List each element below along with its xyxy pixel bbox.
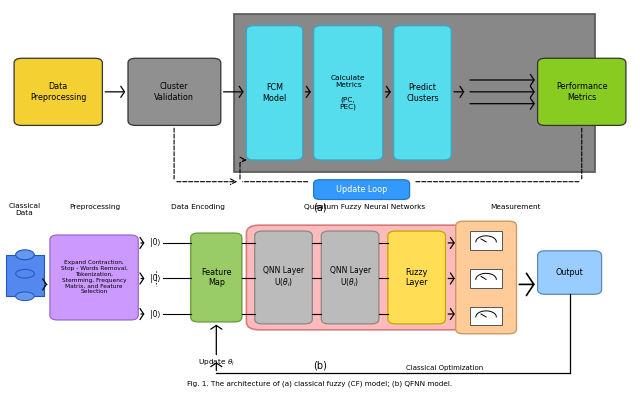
FancyBboxPatch shape <box>314 180 410 199</box>
Text: Expand Contraction,
Stop - Words Removal,
Tokenization,
Stemming, Frequency
Matr: Expand Contraction, Stop - Words Removal… <box>61 260 127 295</box>
Text: (b): (b) <box>313 360 327 371</box>
FancyBboxPatch shape <box>128 58 221 126</box>
FancyBboxPatch shape <box>191 233 242 322</box>
Text: Measurement: Measurement <box>490 204 540 211</box>
Text: QNN Layer
U($\theta_i$): QNN Layer U($\theta_i$) <box>263 266 304 289</box>
Text: Cluster
Validation: Cluster Validation <box>154 82 194 102</box>
Text: Feature
Map: Feature Map <box>201 268 232 287</box>
FancyBboxPatch shape <box>246 225 477 330</box>
FancyBboxPatch shape <box>14 58 102 126</box>
FancyBboxPatch shape <box>394 26 451 160</box>
Bar <box>470 231 502 250</box>
Text: |0⟩: |0⟩ <box>150 274 161 283</box>
Text: Predict
Clusters: Predict Clusters <box>406 83 438 103</box>
Ellipse shape <box>15 292 35 301</box>
Bar <box>234 14 595 172</box>
Text: (a): (a) <box>313 202 327 213</box>
Text: |0⟩: |0⟩ <box>150 239 161 247</box>
FancyBboxPatch shape <box>246 26 303 160</box>
Text: QNN Layer
U($\theta_i$): QNN Layer U($\theta_i$) <box>330 266 371 289</box>
Text: Classical Optimization: Classical Optimization <box>406 365 483 371</box>
FancyBboxPatch shape <box>321 231 379 324</box>
FancyBboxPatch shape <box>255 231 312 324</box>
Bar <box>470 269 502 288</box>
Text: Update $\theta_i$: Update $\theta_i$ <box>198 358 235 369</box>
Text: Quantum Fuzzy Neural Networks: Quantum Fuzzy Neural Networks <box>304 204 426 211</box>
Ellipse shape <box>15 250 35 260</box>
Text: Data Encoding: Data Encoding <box>172 204 225 211</box>
Text: Calculate
Metrics

(PC,
PEC): Calculate Metrics (PC, PEC) <box>331 75 365 110</box>
FancyBboxPatch shape <box>538 58 626 126</box>
Text: Output: Output <box>556 268 584 277</box>
Bar <box>6 255 44 296</box>
FancyBboxPatch shape <box>314 26 383 160</box>
FancyBboxPatch shape <box>538 251 602 294</box>
Text: FCM
Model: FCM Model <box>262 83 287 103</box>
Text: Performance
Metrics: Performance Metrics <box>556 82 607 102</box>
Text: Data
Preprocessing: Data Preprocessing <box>30 82 86 102</box>
Text: Update Loop: Update Loop <box>336 185 387 194</box>
FancyBboxPatch shape <box>50 235 138 320</box>
Text: Classical
Data: Classical Data <box>8 203 40 216</box>
Text: Preprocessing: Preprocessing <box>69 204 120 211</box>
FancyBboxPatch shape <box>388 231 445 324</box>
Text: |0⟩: |0⟩ <box>150 310 161 318</box>
FancyBboxPatch shape <box>456 221 516 334</box>
Text: Fuzzy
Layer: Fuzzy Layer <box>405 268 428 287</box>
Text: Fig. 1. The architecture of (a) classical fuzzy (CF) model; (b) QFNN model.: Fig. 1. The architecture of (a) classica… <box>188 381 452 387</box>
Bar <box>470 307 502 325</box>
